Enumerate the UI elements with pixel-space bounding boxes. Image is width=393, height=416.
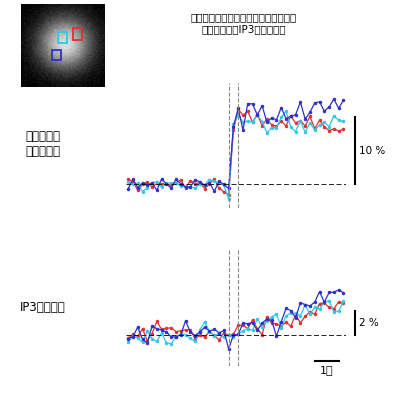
Text: 赤・水色・青の四角で囲った場所での
カルシウムとIP3の濃度変化: 赤・水色・青の四角で囲った場所での カルシウムとIP3の濃度変化 <box>191 12 297 34</box>
Text: 10 %: 10 % <box>359 146 386 156</box>
Text: カルシウム
　濃度変化: カルシウム 濃度変化 <box>26 129 61 158</box>
Bar <box>58 32 68 43</box>
Bar <box>51 50 61 60</box>
Text: 1秒: 1秒 <box>320 366 334 376</box>
Bar <box>73 28 83 40</box>
Text: 2 %: 2 % <box>359 318 379 328</box>
Text: IP3濃度変化: IP3濃度変化 <box>20 301 66 314</box>
